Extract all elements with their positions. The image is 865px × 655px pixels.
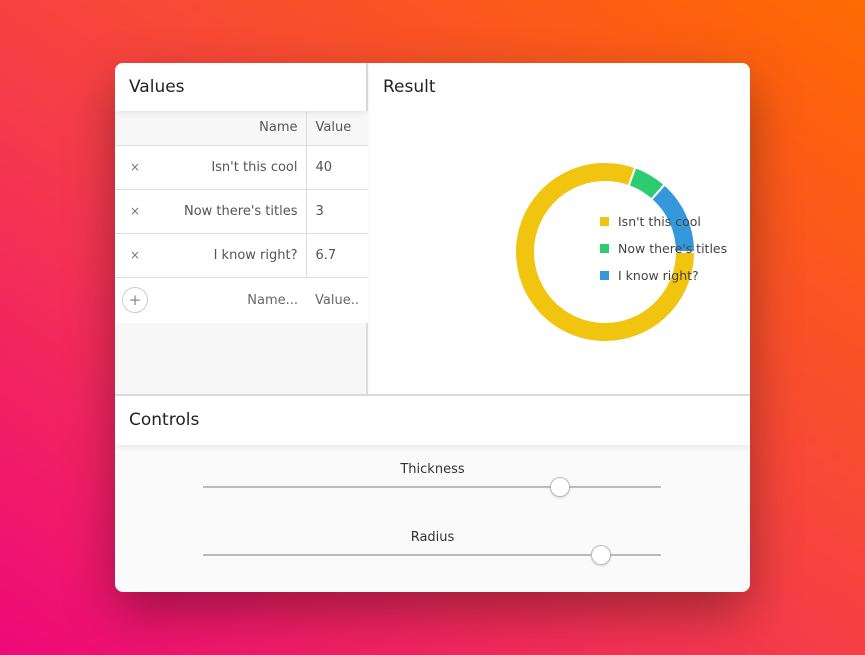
controls-title: Controls [115,396,750,445]
table-row: × I know right? 6.7 [115,233,368,278]
row-value[interactable]: 3 [306,189,368,234]
legend-swatch [600,217,609,226]
chart-legend: Isn't this cool Now there's titles I kno… [600,208,727,289]
row-name[interactable]: Isn't this cool [155,145,307,190]
values-table: Name Value × Isn't this cool 40 × Now there'… [115,111,368,323]
radius-label: Radius [410,530,455,545]
legend-item: Isn't this cool [600,208,727,235]
table-header: Name Value [115,111,368,146]
table-row: × Now there's titles 3 [115,189,368,234]
remove-icon[interactable]: × [115,145,155,190]
controls-panel: Controls Thickness Radius [115,394,750,592]
values-title: Values [115,63,366,111]
row-name[interactable]: Now there's titles [155,189,307,234]
values-panel: Values Name Value × Isn't this cool 40 × Now… [115,63,368,394]
legend-swatch [600,271,609,280]
legend-item: I know right? [600,262,727,289]
result-title: Result [369,63,750,111]
thickness-slider[interactable] [203,477,661,497]
row-value[interactable]: 40 [306,145,368,190]
legend-item: Now there's titles [600,235,727,262]
table-row: × Isn't this cool 40 [115,145,368,190]
row-value[interactable]: 6.7 [306,233,368,278]
donut-chart [514,161,697,343]
row-name[interactable]: I know right? [155,233,307,278]
new-name-input[interactable]: Name... [247,292,298,308]
donut-slice [514,161,697,343]
legend-swatch [600,244,609,253]
radius-slider[interactable] [203,545,661,565]
value-header: Value [306,111,368,146]
add-icon[interactable]: + [122,287,148,314]
remove-icon[interactable]: × [115,189,155,234]
donut-slice [649,183,697,253]
new-value-input[interactable]: Value.. [315,292,359,308]
add-row: + Name... Value.. [115,277,368,323]
thickness-label: Thickness [400,462,465,477]
name-header: Name [155,111,307,146]
slider-thumb[interactable] [550,477,571,497]
result-panel: Result Isn't this cool Now there's title… [369,63,750,394]
app-card: Values Name Value × Isn't this cool 40 × Now… [115,63,750,592]
slider-thumb[interactable] [591,545,612,565]
remove-icon[interactable]: × [115,233,155,278]
